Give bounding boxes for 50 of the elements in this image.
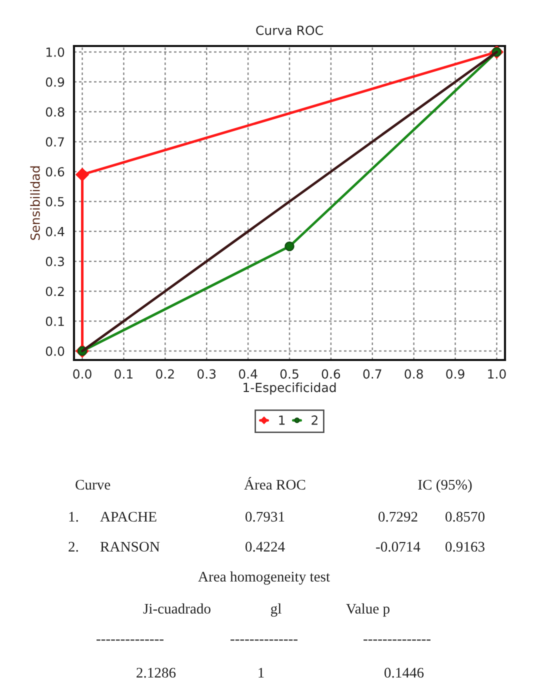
x-tick-label: 0.4 — [238, 369, 258, 379]
text: IC (95%) — [418, 479, 472, 493]
x-tick-label: 0.5 — [280, 369, 298, 379]
legend-label: 2 — [312, 415, 318, 425]
text: 0.9163 — [446, 542, 484, 552]
text: -------------- — [364, 640, 430, 641]
text: 0.4224 — [246, 542, 285, 552]
text: Value p — [346, 603, 390, 617]
y-tick-label: 0.5 — [46, 196, 64, 206]
text: 1 — [258, 668, 264, 678]
chart-title: Curva ROC — [256, 26, 323, 36]
y-axis-title: Sensibilidad — [30, 166, 40, 240]
text: 0.1446 — [384, 668, 424, 678]
text: Área ROC — [244, 477, 306, 490]
text: 0.7931 — [246, 512, 284, 522]
text: APACHE — [100, 512, 156, 522]
text: RANSON — [100, 542, 160, 552]
x-axis-title: 1-Especificidad — [244, 382, 336, 395]
x-tick-label: 0.7 — [363, 369, 382, 379]
x-tick-label: 0.2 — [156, 369, 174, 379]
text: -------------- — [230, 640, 298, 641]
text: Curve — [76, 480, 110, 490]
y-tick-label: 1.0 — [46, 47, 64, 57]
y-tick-label: 0.3 — [46, 256, 64, 266]
x-tick-label: 0.1 — [114, 369, 133, 379]
text: -0.0714 — [376, 542, 420, 552]
y-tick-label: 0.6 — [46, 167, 64, 177]
text: 1. — [69, 512, 78, 522]
y-tick-label: 0.1 — [46, 316, 64, 326]
x-tick-label: 0.3 — [198, 369, 216, 379]
text: 2. — [68, 542, 78, 552]
x-tick-label: 0.0 — [73, 369, 92, 379]
text: Ji-cuadrado — [143, 603, 210, 614]
legend-label: 1 — [279, 416, 285, 425]
x-tick-label: 0.6 — [322, 369, 340, 379]
text: -------------- — [96, 640, 164, 641]
y-tick-label: 0.7 — [46, 137, 64, 147]
text: 0.7292 — [378, 512, 418, 522]
text: gl — [270, 603, 282, 617]
y-tick-label: 0.0 — [46, 346, 64, 356]
y-tick-label: 0.2 — [46, 286, 64, 296]
text: Area homogeneity test — [198, 571, 330, 585]
x-tick-label: 0.9 — [446, 369, 464, 379]
y-tick-label: 0.9 — [46, 77, 64, 87]
text: 2.1286 — [136, 668, 176, 678]
y-tick-label: 0.4 — [46, 226, 64, 236]
x-tick-label: 0.8 — [404, 369, 423, 379]
x-tick-label: 1.0 — [488, 369, 506, 379]
text: 0.8570 — [446, 512, 484, 522]
y-tick-label: 0.8 — [46, 107, 64, 117]
